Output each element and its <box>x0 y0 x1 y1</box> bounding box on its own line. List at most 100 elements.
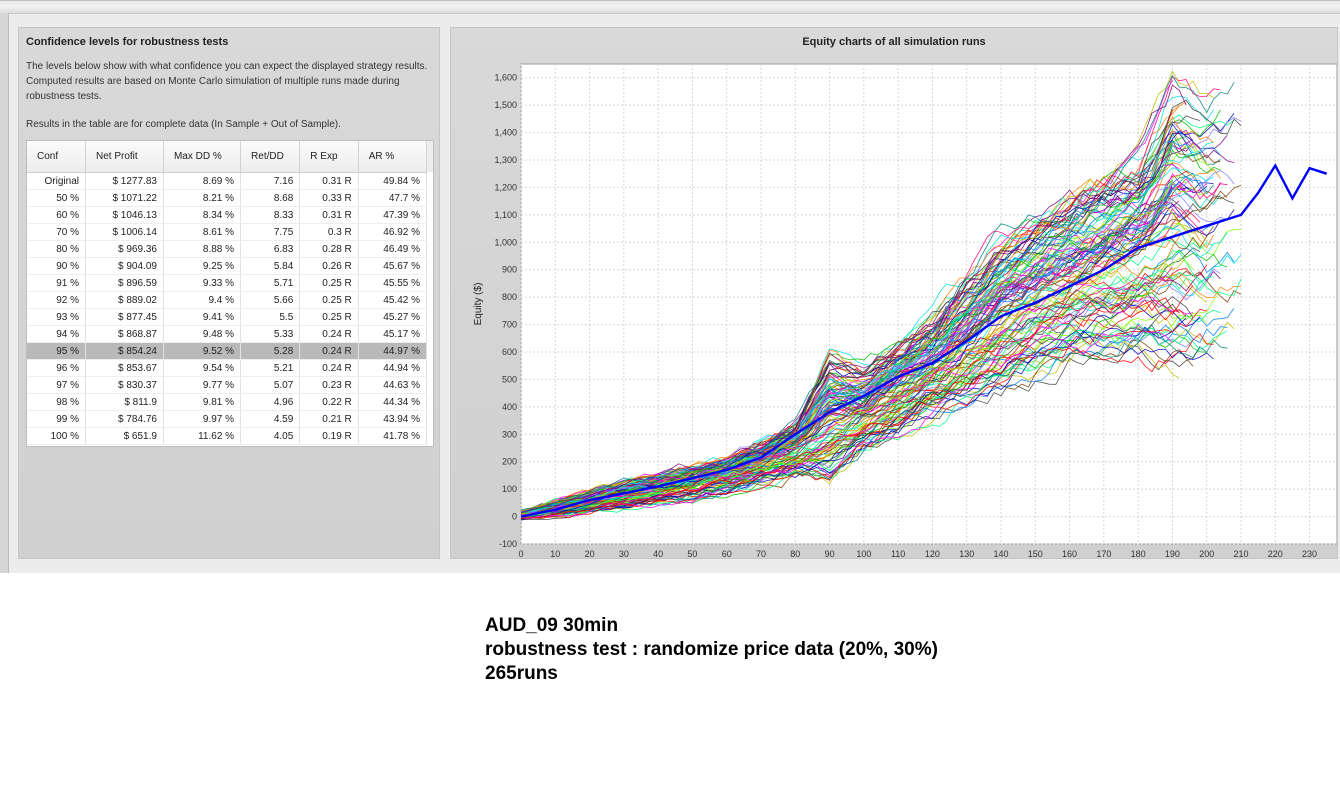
caption-line-3: 265runs <box>485 663 558 684</box>
table-row[interactable]: 60 % $ 1046.13 8.34 % 8.33 0.31 R 47.39 % <box>27 206 428 224</box>
confidence-panel-title: Confidence levels for robustness tests <box>26 36 229 48</box>
simulation-run-line <box>521 257 1194 516</box>
x-tick-label: 170 <box>1096 549 1111 558</box>
equity-chart[interactable]: 0 10 20 30 40 50 60 70 80 90 100 110 120 130 140 150 160… <box>451 28 1337 558</box>
y-tick-label: 400 <box>502 402 517 412</box>
table-cell: 95 % <box>27 342 86 360</box>
simulation-run-line <box>521 140 1221 513</box>
y-tick-label: 900 <box>502 265 517 275</box>
table-cell: 97 % <box>27 376 86 394</box>
plot-area <box>520 63 1337 545</box>
table-cell: $ 904.09 <box>85 257 164 275</box>
table-cell: 7.16 <box>240 172 301 190</box>
x-tick-label: 180 <box>1131 549 1146 558</box>
table-cell: 0.25 R <box>299 308 359 326</box>
table-cell: 4.05 <box>240 427 301 445</box>
table-cell: 4.59 <box>240 410 301 428</box>
table-cell: 0.19 R <box>299 427 359 445</box>
table-row[interactable]: 90 % $ 904.09 9.25 % 5.84 0.26 R 45.67 % <box>27 257 428 275</box>
table-cell: 0.23 R <box>299 376 359 394</box>
y-axis-label: Equity ($) <box>473 283 484 326</box>
x-tick-label: 100 <box>856 549 871 558</box>
table-cell: 9.54 % <box>163 359 242 377</box>
table-cell: 5.66 <box>240 291 301 309</box>
table-header-row: Conf Net Profit Max DD % Ret/DD R Exp AR… <box>27 141 428 173</box>
table-cell: Original <box>27 172 86 190</box>
table-cell: 91 % <box>27 274 86 292</box>
table-row[interactable]: 96 % $ 853.67 9.54 % 5.21 0.24 R 44.94 % <box>27 359 428 377</box>
table-cell: 5.71 <box>240 274 301 292</box>
table-header-corner <box>426 141 433 172</box>
table-row[interactable]: 98 % $ 811.9 9.81 % 4.96 0.22 R 44.34 % <box>27 393 428 411</box>
left-splitter[interactable] <box>0 13 9 573</box>
simulation-run-line <box>521 194 1228 515</box>
table-cell: 8.69 % <box>163 172 242 190</box>
x-tick-label: 70 <box>756 549 766 558</box>
x-tick-label: 60 <box>722 549 732 558</box>
table-row[interactable]: Original $ 1277.83 8.69 % 7.16 0.31 R 49.84 % <box>27 172 428 190</box>
table-cell: 47.7 % <box>358 189 428 207</box>
x-tick-label: 0 <box>518 549 523 558</box>
table-cell: 9.52 % <box>163 342 242 360</box>
table-row[interactable]: 93 % $ 877.45 9.41 % 5.5 0.25 R 45.27 % <box>27 308 428 326</box>
table-cell: 9.81 % <box>163 393 242 411</box>
table-cell: 7.75 <box>240 223 301 241</box>
table-row[interactable]: 97 % $ 830.37 9.77 % 5.07 0.23 R 44.63 % <box>27 376 428 394</box>
simulation-run-line <box>521 167 1214 513</box>
x-tick-label: 230 <box>1302 549 1317 558</box>
column-header-conf[interactable]: Conf <box>27 141 86 173</box>
column-header-ar[interactable]: AR % <box>358 141 428 173</box>
table-cell: 0.24 R <box>299 359 359 377</box>
y-tick-label: 1,400 <box>494 128 517 138</box>
table-cell: 100 % <box>27 427 86 445</box>
column-header-ret-dd[interactable]: Ret/DD <box>240 141 301 173</box>
x-tick-label: 160 <box>1062 549 1077 558</box>
table-row[interactable]: 99 % $ 784.76 9.97 % 4.59 0.21 R 43.94 % <box>27 410 428 428</box>
table-cell: 9.33 % <box>163 274 242 292</box>
table-row[interactable]: 50 % $ 1071.22 8.21 % 8.68 0.33 R 47.7 % <box>27 189 428 207</box>
table-cell: 44.94 % <box>358 359 428 377</box>
table-cell: 45.17 % <box>358 325 428 343</box>
simulation-run-line <box>521 136 1187 514</box>
table-row[interactable]: 92 % $ 889.02 9.4 % 5.66 0.25 R 45.42 % <box>27 291 428 309</box>
y-tick-label: 1,100 <box>494 210 517 220</box>
table-cell: 8.34 % <box>163 206 242 224</box>
table-cell: 47.39 % <box>358 206 428 224</box>
y-tick-label: 1,500 <box>494 100 517 110</box>
table-cell: 46.92 % <box>358 223 428 241</box>
x-tick-label: 140 <box>993 549 1008 558</box>
column-header-max-dd[interactable]: Max DD % <box>163 141 242 173</box>
table-cell: $ 1006.14 <box>85 223 164 241</box>
x-tick-label: 20 <box>585 549 595 558</box>
x-tick-label: 150 <box>1028 549 1043 558</box>
table-row[interactable]: 95 % $ 854.24 9.52 % 5.28 0.24 R 44.97 % <box>27 342 428 360</box>
table-cell: $ 868.87 <box>85 325 164 343</box>
table-cell: 5.21 <box>240 359 301 377</box>
y-tick-label: 500 <box>502 374 517 384</box>
x-tick-label: 130 <box>959 549 974 558</box>
simulation-run-line <box>521 301 1187 519</box>
simulation-run-line <box>521 206 1208 515</box>
table-row[interactable]: 70 % $ 1006.14 8.61 % 7.75 0.3 R 46.92 % <box>27 223 428 241</box>
y-tick-label: 700 <box>502 320 517 330</box>
table-row[interactable]: 80 % $ 969.36 8.88 % 6.83 0.28 R 46.49 % <box>27 240 428 258</box>
table-cell: 0.28 R <box>299 240 359 258</box>
x-tick-label: 190 <box>1165 549 1180 558</box>
simulation-run-line <box>521 132 1194 513</box>
table-cell: 0.33 R <box>299 189 359 207</box>
table-cell: 44.34 % <box>358 393 428 411</box>
table-cell: $ 811.9 <box>85 393 164 411</box>
column-header-net-profit[interactable]: Net Profit <box>85 141 164 173</box>
table-cell: $ 877.45 <box>85 308 164 326</box>
x-tick-label: 90 <box>825 549 835 558</box>
table-row[interactable]: 94 % $ 868.87 9.48 % 5.33 0.24 R 45.17 % <box>27 325 428 343</box>
table-cell: 5.07 <box>240 376 301 394</box>
column-header-r-exp[interactable]: R Exp <box>299 141 359 173</box>
table-row[interactable]: 91 % $ 896.59 9.33 % 5.71 0.25 R 45.55 % <box>27 274 428 292</box>
table-cell: 50 % <box>27 189 86 207</box>
y-tick-label: 100 <box>502 484 517 494</box>
table-row[interactable]: 100 % $ 651.9 11.62 % 4.05 0.19 R 41.78 % <box>27 427 428 445</box>
simulation-run-line <box>521 70 1214 512</box>
simulation-run-line <box>521 115 1201 514</box>
table-cell: 94 % <box>27 325 86 343</box>
